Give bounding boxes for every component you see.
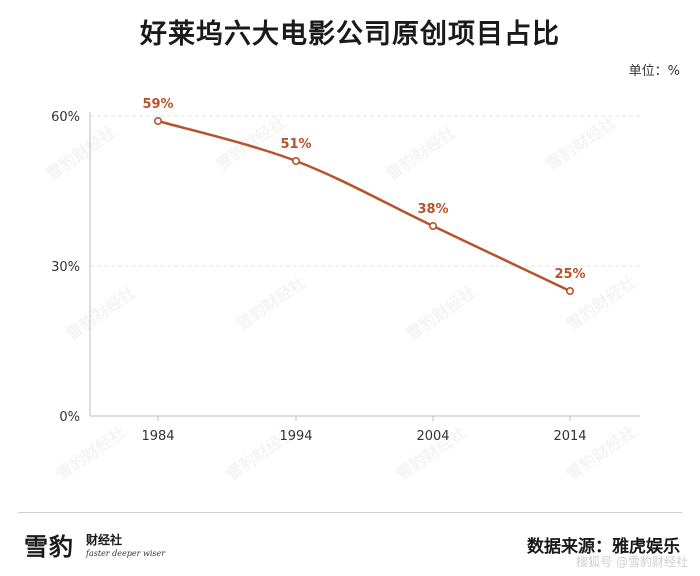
logo-main-text: 雪豹 bbox=[24, 532, 74, 561]
data-source: 数据来源：雅虎娱乐 bbox=[527, 537, 680, 557]
data-label: 38% bbox=[417, 202, 448, 217]
series-line bbox=[157, 119, 571, 293]
platform-credit: 搜狐号 @雪豹财经社 bbox=[576, 555, 688, 569]
y-tick-label: 60% bbox=[51, 110, 80, 125]
logo-sub-text: 财经社 bbox=[86, 533, 123, 547]
data-label: 25% bbox=[554, 267, 585, 282]
data-label: 51% bbox=[280, 137, 311, 152]
unit-label: 单位：% bbox=[628, 64, 680, 79]
chart-title: 好莱坞六大电影公司原创项目占比 bbox=[140, 19, 560, 50]
footer-divider bbox=[18, 512, 682, 513]
x-tick-label: 1994 bbox=[279, 429, 312, 444]
data-point bbox=[291, 157, 300, 166]
x-tick-label: 2004 bbox=[416, 429, 449, 444]
y-tick-label: 0% bbox=[59, 410, 80, 425]
data-label: 59% bbox=[142, 97, 173, 112]
y-tick-label: 30% bbox=[51, 260, 80, 275]
data-point bbox=[154, 117, 163, 126]
data-point bbox=[428, 222, 437, 231]
data-point bbox=[565, 286, 574, 295]
x-tick-label: 2014 bbox=[553, 429, 586, 444]
x-tick-label: 1984 bbox=[141, 429, 174, 444]
logo-tagline: faster deeper wiser bbox=[86, 549, 166, 558]
brand-logo: 雪豹 财经社 faster deeper wiser bbox=[24, 525, 165, 565]
